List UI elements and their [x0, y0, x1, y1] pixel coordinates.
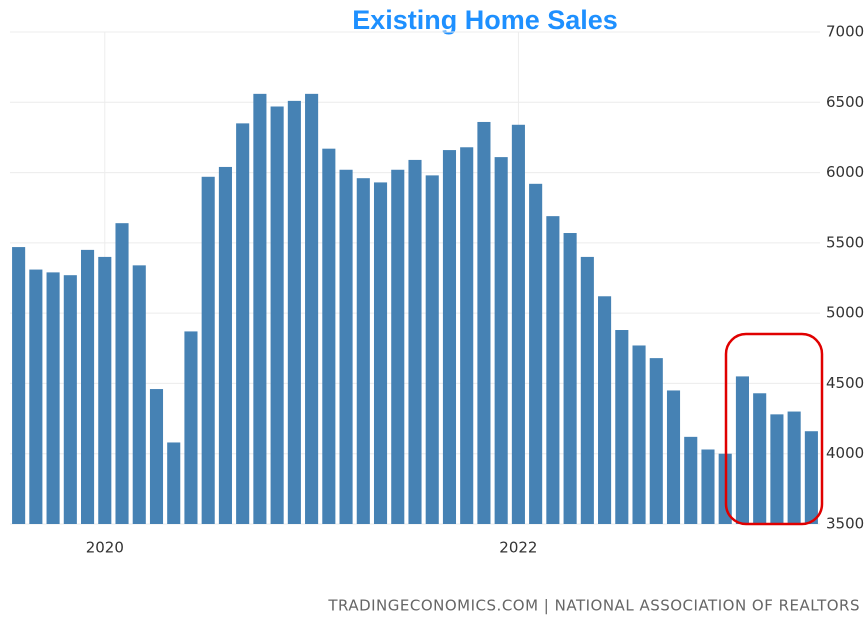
bar: [287, 100, 301, 524]
bar: [563, 233, 577, 524]
bar: [442, 150, 457, 524]
bar: [701, 449, 715, 524]
bar: [666, 390, 681, 524]
bar: [632, 345, 646, 524]
bar: [546, 216, 560, 525]
y-tick-label: 7000: [826, 23, 864, 41]
bar: [753, 393, 767, 524]
bar: [373, 182, 388, 524]
bar: [253, 93, 267, 524]
bar: [529, 183, 543, 524]
bar: [356, 178, 370, 525]
bar: [425, 175, 439, 524]
bar: [98, 256, 112, 524]
y-tick-label: 5000: [826, 304, 864, 322]
bar: [270, 106, 284, 524]
bar: [149, 389, 164, 524]
bar: [29, 269, 43, 524]
bar: [804, 431, 818, 524]
bar: [580, 256, 594, 524]
highlight-box: [724, 332, 824, 526]
bar: [218, 166, 232, 524]
plot: 3500 4000 4500 5000 5500 6000 6500 7000 2020 2022: [10, 23, 864, 557]
bar: [12, 247, 26, 524]
chart-title: Existing Home Sales: [352, 5, 618, 35]
bar: [598, 296, 612, 524]
y-tick-label: 4500: [826, 374, 864, 392]
bar: [511, 124, 525, 524]
y-tick-label: 5500: [826, 233, 864, 251]
bar: [46, 272, 60, 524]
bar: [787, 411, 801, 524]
bar: [494, 157, 508, 524]
bar: [167, 442, 181, 524]
bar: [236, 123, 250, 524]
y-tick-label: 6500: [826, 93, 864, 111]
bar: [477, 121, 491, 525]
bar: [615, 330, 629, 524]
bar: [322, 148, 336, 524]
bar: [81, 249, 95, 524]
y-tick-label: 6000: [826, 163, 864, 181]
bar: [770, 414, 784, 524]
bar: [649, 358, 663, 524]
bar: [408, 159, 422, 525]
bar: [63, 275, 77, 524]
bar: [339, 169, 353, 524]
y-tick-label: 4000: [826, 444, 864, 462]
x-tick-label: 2020: [86, 539, 124, 557]
bar: [132, 265, 146, 524]
bar: [391, 169, 405, 524]
bar: [115, 223, 129, 525]
bar: [305, 93, 319, 524]
bar: [184, 331, 198, 524]
source: TRADINGECONOMICS.COM | NATIONAL ASSOCIAT…: [327, 597, 860, 615]
bar: [684, 436, 698, 524]
bar: [201, 176, 215, 524]
x-tick-label: 2022: [499, 539, 537, 557]
bar: [460, 147, 474, 525]
bar: [735, 376, 749, 524]
y-tick-label: 3500: [826, 515, 864, 533]
